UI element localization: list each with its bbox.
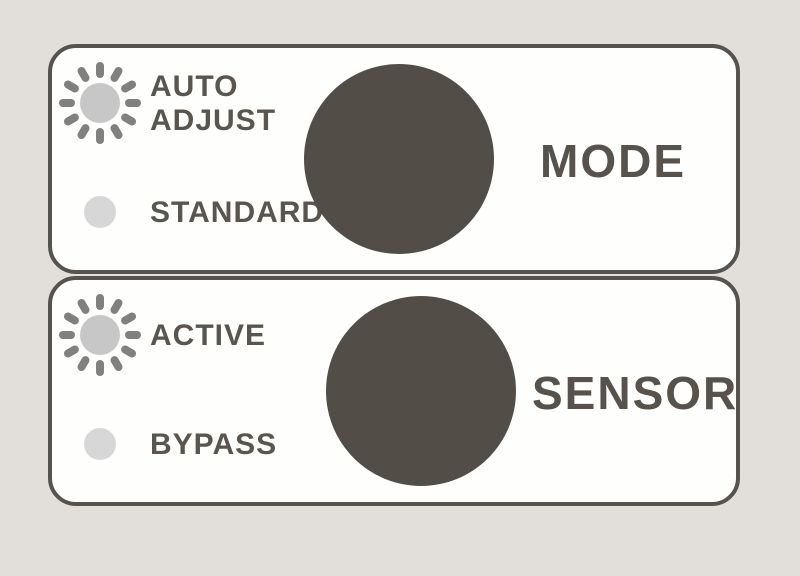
sensor-option1: ACTIVE (150, 319, 266, 353)
sun-icon (58, 293, 142, 377)
mode-title: MODE (540, 134, 686, 188)
sensor-option2: BYPASS (150, 428, 277, 462)
sensor-knob[interactable] (326, 296, 516, 486)
mode-knob[interactable] (304, 64, 494, 254)
mode-option1-line1: AUTO (150, 70, 238, 104)
dot-icon (84, 196, 116, 228)
sun-icon (58, 61, 142, 145)
control-panel-diagram: AUTO ADJUST STANDARD MODE ACTIVE (0, 0, 800, 576)
sensor-title: SENSOR (532, 366, 738, 420)
mode-panel: AUTO ADJUST STANDARD MODE (48, 44, 740, 274)
mode-option1-line2: ADJUST (150, 104, 276, 138)
dot-icon (84, 428, 116, 460)
sensor-panel: ACTIVE BYPASS SENSOR (48, 276, 740, 506)
mode-option2: STANDARD (150, 196, 324, 230)
